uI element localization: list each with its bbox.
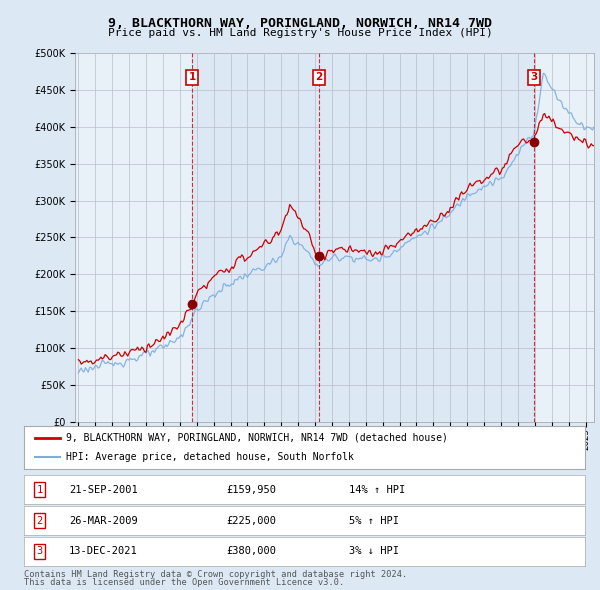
- Text: This data is licensed under the Open Government Licence v3.0.: This data is licensed under the Open Gov…: [24, 578, 344, 587]
- Bar: [192, 53, 534, 422]
- Text: 14% ↑ HPI: 14% ↑ HPI: [349, 485, 406, 495]
- Text: 3: 3: [37, 546, 43, 556]
- Text: 13-DEC-2021: 13-DEC-2021: [69, 546, 137, 556]
- Text: 26-MAR-2009: 26-MAR-2009: [69, 516, 137, 526]
- Text: 3% ↓ HPI: 3% ↓ HPI: [349, 546, 400, 556]
- Text: 1: 1: [37, 485, 43, 495]
- Text: 9, BLACKTHORN WAY, PORINGLAND, NORWICH, NR14 7WD (detached house): 9, BLACKTHORN WAY, PORINGLAND, NORWICH, …: [66, 432, 448, 442]
- Text: 21-SEP-2001: 21-SEP-2001: [69, 485, 137, 495]
- Text: 3: 3: [530, 73, 538, 83]
- Text: 9, BLACKTHORN WAY, PORINGLAND, NORWICH, NR14 7WD: 9, BLACKTHORN WAY, PORINGLAND, NORWICH, …: [108, 17, 492, 30]
- Text: £380,000: £380,000: [226, 546, 276, 556]
- Text: 1: 1: [188, 73, 196, 83]
- Text: £159,950: £159,950: [226, 485, 276, 495]
- Text: 2: 2: [37, 516, 43, 526]
- Text: 5% ↑ HPI: 5% ↑ HPI: [349, 516, 400, 526]
- Text: 2: 2: [316, 73, 323, 83]
- Text: Price paid vs. HM Land Registry's House Price Index (HPI): Price paid vs. HM Land Registry's House …: [107, 28, 493, 38]
- Text: £225,000: £225,000: [226, 516, 276, 526]
- Text: Contains HM Land Registry data © Crown copyright and database right 2024.: Contains HM Land Registry data © Crown c…: [24, 570, 407, 579]
- Text: HPI: Average price, detached house, South Norfolk: HPI: Average price, detached house, Sout…: [66, 453, 354, 463]
